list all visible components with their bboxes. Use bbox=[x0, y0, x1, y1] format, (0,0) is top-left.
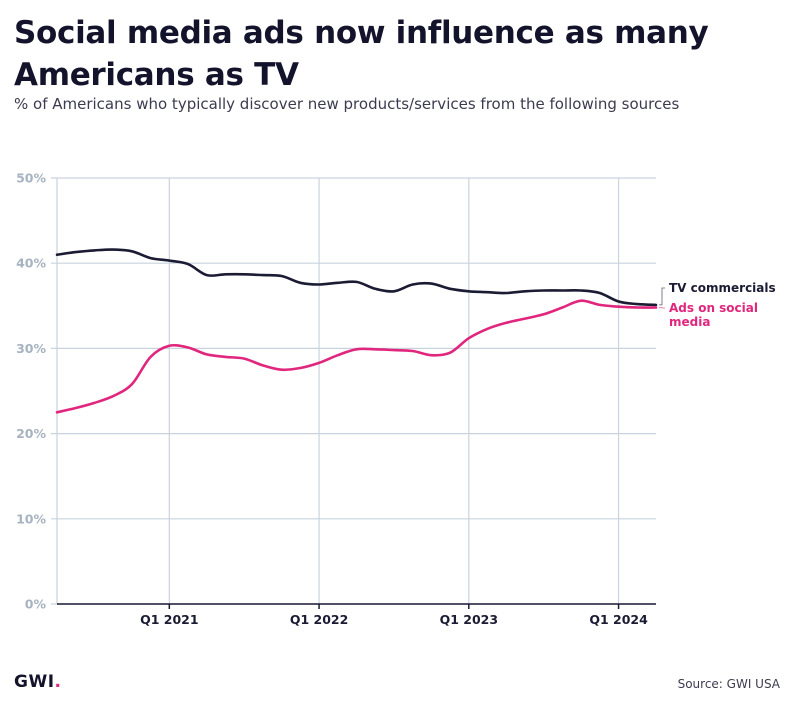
end-label-connector bbox=[659, 287, 665, 306]
series-end-labels: TV commercials Ads on social media bbox=[659, 281, 776, 329]
logo-text: GWI bbox=[14, 672, 55, 692]
end-label-connector bbox=[659, 307, 665, 309]
y-tick-label: 20% bbox=[16, 426, 46, 441]
end-label-line: media bbox=[669, 315, 710, 329]
series-line-ads-on-social-media bbox=[55, 299, 658, 414]
y-tick-label: 0% bbox=[25, 597, 47, 612]
x-axis: Q1 2021 Q1 2022 Q1 2023 Q1 2024 bbox=[57, 603, 656, 627]
y-tick-label: 40% bbox=[16, 256, 46, 271]
end-label-ads-on-social-media: Ads on social media bbox=[669, 301, 758, 329]
source-note: Source: GWI USA bbox=[677, 677, 780, 691]
logo-dot: . bbox=[54, 672, 62, 692]
end-label-tv-commercials: TV commercials bbox=[669, 281, 776, 295]
end-label-line: TV commercials bbox=[669, 281, 776, 295]
series-lines bbox=[55, 248, 658, 414]
y-tick-label: 30% bbox=[16, 341, 46, 356]
chart-title: Social media ads now influence as many A… bbox=[14, 15, 709, 93]
chart-subtitle: % of Americans who typically discover ne… bbox=[14, 95, 680, 113]
y-tick-label: 50% bbox=[16, 171, 46, 186]
x-tick-label: Q1 2024 bbox=[589, 612, 648, 627]
x-tick-label: Q1 2022 bbox=[290, 612, 348, 627]
end-label-line: Ads on social bbox=[669, 301, 758, 315]
x-tick-label: Q1 2021 bbox=[140, 612, 198, 627]
y-axis-labels: 0% 10% 20% 30% 40% 50% bbox=[16, 171, 46, 612]
grid-lines bbox=[51, 177, 656, 605]
y-tick-label: 10% bbox=[16, 511, 46, 526]
series-line-tv-commercials bbox=[55, 248, 658, 307]
x-tick-label: Q1 2023 bbox=[440, 612, 498, 627]
gwi-logo: GWI. bbox=[14, 672, 62, 692]
